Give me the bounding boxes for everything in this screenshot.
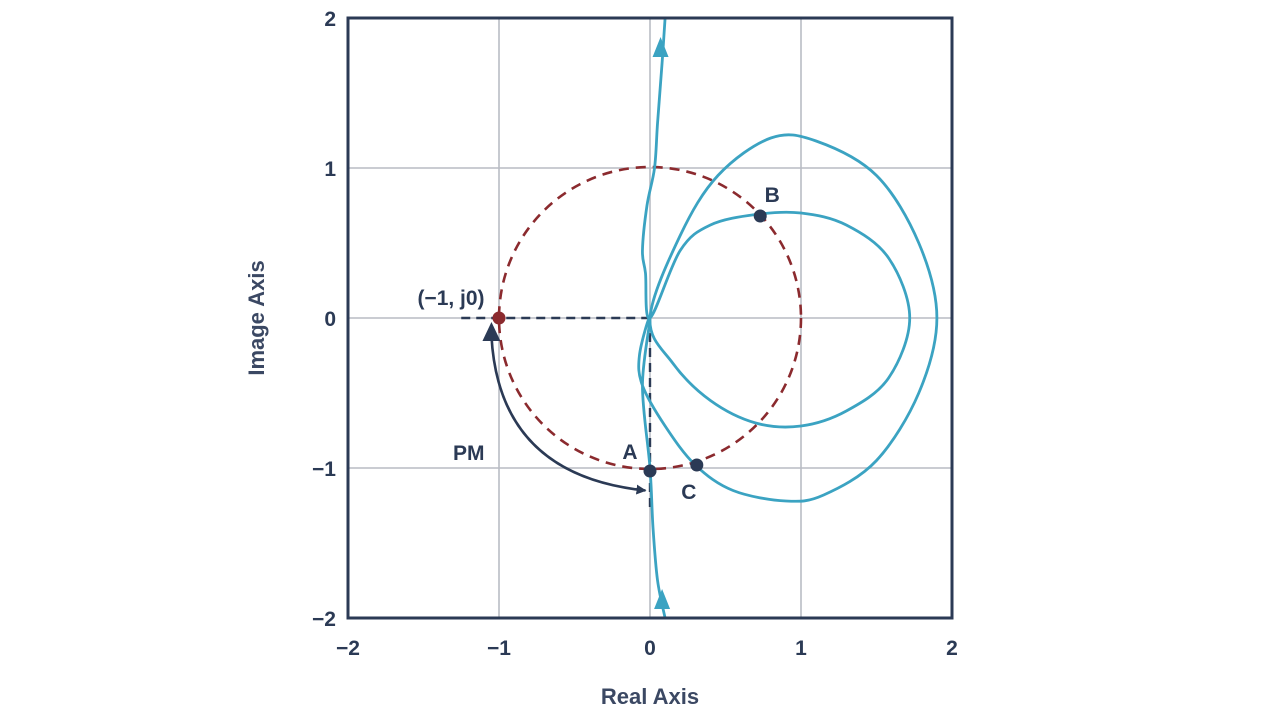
x-tick-label: −1: [487, 637, 511, 660]
unit-circle: [497, 165, 803, 471]
nyquist-curve: [637, 17, 939, 619]
nyquist-curve-layer: [637, 17, 939, 619]
point-marker: [643, 464, 657, 478]
curve-direction-arrow: [654, 589, 671, 609]
curve-direction-arrow: [652, 37, 669, 57]
y-tick-label: 0: [324, 308, 336, 331]
marked-points: (−1, j0) A B C: [417, 184, 779, 504]
point-label: A: [622, 441, 637, 464]
y-tick-label: −2: [312, 608, 336, 631]
y-axis-title: Image Axis: [244, 260, 269, 375]
y-tick-label: 1: [324, 158, 336, 181]
reference-lines: [461, 316, 652, 513]
point-marker: [753, 209, 767, 223]
phase-margin-arrowhead: [482, 322, 501, 341]
x-axis-title: Real Axis: [601, 684, 699, 709]
curve-arrows: [652, 37, 671, 609]
point-marker: [690, 458, 704, 472]
plot-frame: [346, 16, 954, 620]
unit-circle-layer: [497, 165, 803, 471]
tick-labels: −2 −1 0 1 2 −2 −1 0 1 2: [312, 8, 958, 660]
phase-margin-label: PM: [453, 442, 485, 465]
point-marker: [492, 311, 506, 325]
x-tick-label: 2: [946, 637, 958, 660]
point-label: C: [681, 481, 696, 504]
phase-margin-arc-layer: [482, 322, 647, 495]
x-tick-label: −2: [336, 637, 360, 660]
x-tick-label: 1: [795, 637, 807, 660]
point-label: B: [765, 184, 780, 207]
y-tick-label: −1: [312, 458, 336, 481]
phase-margin-arc: [490, 335, 647, 495]
x-tick-label: 0: [644, 637, 656, 660]
y-tick-label: 2: [324, 8, 336, 31]
point-label: (−1, j0): [417, 287, 484, 310]
